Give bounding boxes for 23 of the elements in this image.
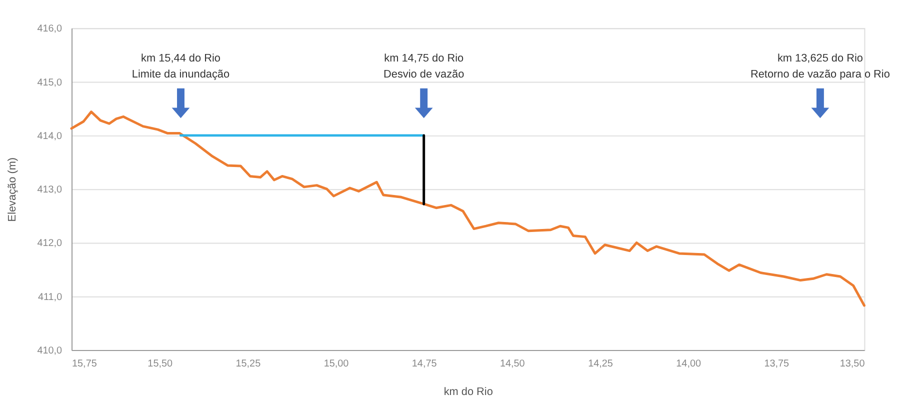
y-tick-label: 414,0 bbox=[37, 130, 63, 142]
y-tick-label: 416,0 bbox=[37, 24, 63, 35]
x-tick-label: 15,25 bbox=[236, 358, 262, 370]
annotation: km 14,75 do Rio Desvio de vazão bbox=[384, 52, 464, 80]
annotation: km 15,44 do Rio Limite da inundação bbox=[132, 52, 230, 80]
x-tick-label: 14,25 bbox=[588, 358, 614, 370]
x-tick-label: 13,50 bbox=[840, 358, 866, 370]
line-series bbox=[70, 110, 866, 307]
y-tick-label: 411,0 bbox=[38, 292, 63, 303]
x-tick-label: 14,75 bbox=[412, 358, 438, 370]
y-axis-title: Elevação (m) bbox=[6, 157, 18, 222]
y-tick-label: 412,0 bbox=[37, 238, 63, 250]
y-tick-label: 415,0 bbox=[37, 77, 63, 88]
x-tick-label: 13,75 bbox=[764, 358, 790, 370]
x-tick-label: 14,50 bbox=[500, 358, 526, 370]
x-tick-label: 15,50 bbox=[148, 358, 173, 370]
x-tick-label: 14,00 bbox=[676, 358, 702, 370]
x-tick-label: 15,00 bbox=[324, 358, 350, 370]
y-tick-label: 410,0 bbox=[37, 345, 63, 356]
x-axis-title: km do Rio bbox=[444, 386, 493, 398]
annotation: km 13,625 do Rio Retorno de vazão para o Rio bbox=[750, 52, 890, 80]
y-tick-label: 413,0 bbox=[37, 184, 63, 196]
x-tick-label: 15,75 bbox=[72, 358, 98, 370]
